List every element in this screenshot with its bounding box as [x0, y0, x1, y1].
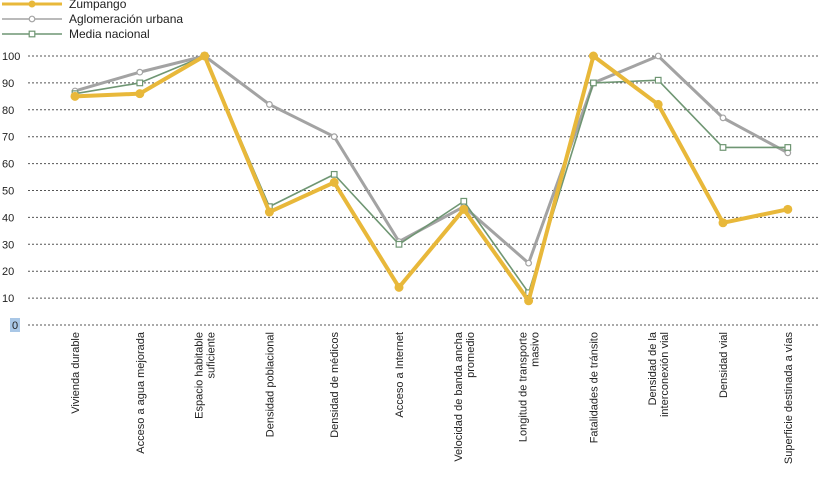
x-category-label: Acceso a agua mejorada	[135, 331, 147, 454]
y-tick-label: 10	[2, 293, 14, 305]
series-media-nacional	[71, 52, 792, 297]
legend-marker	[28, 30, 36, 38]
data-point	[136, 68, 144, 76]
legend-item: Aglomeración urbana	[2, 12, 183, 26]
x-category-label: Acceso a Internet	[394, 332, 406, 418]
legend-marker	[28, 15, 36, 23]
series-line	[73, 54, 790, 265]
legend-marker	[28, 0, 36, 8]
y-tick-label: 90	[2, 78, 14, 90]
y-tick-label: 50	[2, 186, 14, 198]
data-point	[654, 76, 662, 84]
y-tick-label: 20	[2, 266, 14, 278]
series-aglomeración-urbana	[71, 52, 792, 267]
legend-label: Aglomeración urbana	[69, 12, 183, 26]
x-category-label: Longitud de transporte	[518, 332, 530, 442]
data-point	[718, 218, 728, 228]
data-point	[524, 296, 534, 306]
legend-label: Zumpango	[69, 0, 127, 11]
y-tick-label: 0	[12, 320, 18, 332]
data-point	[70, 91, 80, 101]
data-point	[589, 79, 597, 87]
data-point	[719, 144, 727, 151]
x-axis-categories: Vivienda durable Acceso a agua mejorada Es…	[70, 331, 795, 464]
data-point	[394, 282, 404, 292]
data-point	[525, 259, 532, 267]
data-point	[135, 89, 145, 99]
series-line	[74, 55, 789, 294]
series	[70, 51, 793, 306]
x-category-label: promedio	[465, 332, 477, 378]
x-category-label: Vivienda durable	[70, 332, 82, 414]
data-point	[654, 52, 662, 60]
data-point	[266, 101, 273, 108]
x-category-label: Superficie destinada a vías	[783, 332, 795, 465]
data-point	[395, 240, 403, 248]
legend-item: Zumpango	[2, 0, 127, 11]
y-tick-label: 80	[2, 105, 14, 117]
x-category-label: Densidad de médicos	[329, 332, 341, 438]
series-zumpango	[70, 51, 793, 306]
x-category-label: Densidad poblacional	[264, 332, 276, 437]
legend-item: Media nacional	[2, 27, 150, 41]
data-point	[460, 197, 468, 205]
data-point	[330, 133, 338, 141]
y-tick-label: 60	[2, 159, 14, 171]
data-point	[783, 204, 793, 214]
data-point	[588, 51, 598, 61]
y-tick-highlight	[10, 318, 20, 332]
y-tick-label: 30	[2, 239, 14, 251]
data-point	[136, 79, 144, 87]
x-category-label: Velocidad de banda ancha	[453, 331, 465, 462]
data-point	[784, 149, 792, 157]
y-tick-label: 100	[2, 51, 20, 63]
x-category-label: masivo	[530, 332, 542, 367]
data-point	[200, 51, 210, 61]
x-category-label: Fatalidades de tránsito	[588, 332, 600, 443]
data-point	[330, 170, 338, 178]
y-tick-label: 70	[2, 132, 14, 144]
x-category-label: Espacio habitable	[194, 332, 206, 419]
x-category-label: Densidad vial	[718, 332, 730, 398]
legend-label: Media nacional	[69, 27, 150, 41]
series-line	[73, 54, 790, 303]
data-point	[459, 204, 469, 214]
data-point	[264, 207, 274, 217]
y-axis-ticks: 0 10 20 30 40 50 60 70 80 90 100	[2, 51, 20, 332]
x-category-label: interconexión vial	[659, 332, 671, 417]
x-category-label: suficiente	[206, 332, 218, 378]
data-point	[329, 177, 339, 187]
data-point	[719, 114, 727, 122]
x-category-label: Densidad de la	[647, 331, 659, 405]
data-point	[653, 99, 663, 109]
data-point	[784, 144, 792, 151]
y-tick-label: 40	[2, 212, 14, 224]
